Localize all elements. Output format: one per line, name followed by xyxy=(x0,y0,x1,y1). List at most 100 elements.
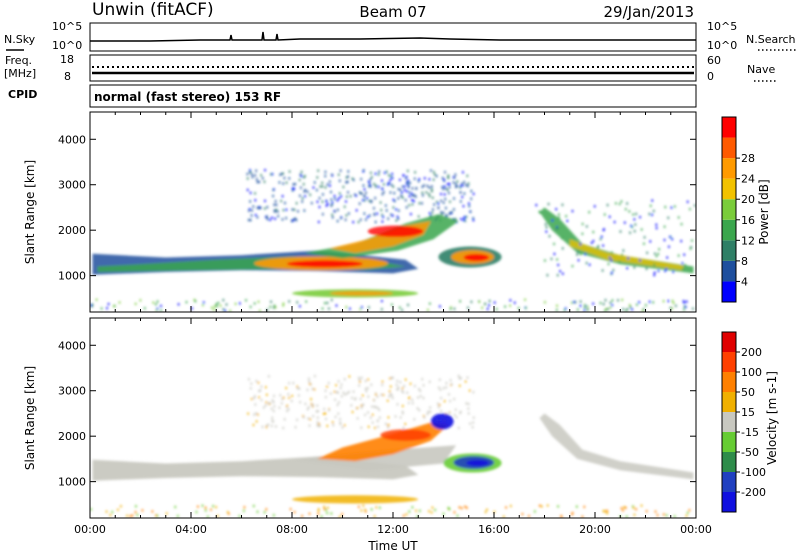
power-scatter xyxy=(334,210,336,213)
power-scatter xyxy=(592,302,594,305)
velocity-scatter xyxy=(471,426,474,429)
power-scatter xyxy=(558,213,560,216)
power-scatter xyxy=(254,192,256,195)
power-scatter xyxy=(421,191,424,194)
power-scatter xyxy=(664,269,666,273)
power-scatter xyxy=(465,183,467,187)
power-scatter xyxy=(281,195,284,198)
power-scatter xyxy=(363,195,366,198)
power-scatter xyxy=(139,299,142,302)
velocity-scatter xyxy=(316,421,319,424)
power-scatter xyxy=(301,197,304,200)
power-scatter xyxy=(626,308,629,311)
power-scatter xyxy=(597,245,600,248)
power-scatter xyxy=(486,307,489,310)
power-scatter xyxy=(581,222,584,226)
velocity-scatter xyxy=(422,384,425,387)
velocity-scatter xyxy=(453,413,456,417)
power-scatter xyxy=(553,252,556,256)
power-scatter xyxy=(378,170,380,173)
power-scatter xyxy=(411,187,414,190)
power-scatter xyxy=(354,193,356,196)
velocity-scatter xyxy=(464,380,467,383)
velocity-scatter xyxy=(380,393,383,396)
power-scatter xyxy=(571,264,574,268)
power-scatter xyxy=(465,215,468,219)
velocity-scatter xyxy=(484,510,487,514)
power-scatter xyxy=(652,301,654,304)
velocity-scatter xyxy=(312,415,314,418)
velocity-scatter xyxy=(330,512,333,515)
power-scatter xyxy=(254,199,257,202)
power-scatter xyxy=(252,205,255,208)
power-scatter xyxy=(107,302,110,306)
velocity-scatter xyxy=(371,405,373,408)
power-scatter xyxy=(266,206,269,209)
power-scatter xyxy=(336,219,339,223)
velocity-positive-small xyxy=(430,413,454,430)
power-scatter xyxy=(453,197,455,200)
velocity-scatter xyxy=(306,408,309,411)
velocity-scatter xyxy=(423,416,426,419)
power-scatter xyxy=(459,184,462,188)
velocity-scatter xyxy=(279,394,282,397)
power-scatter xyxy=(381,220,384,223)
velocity-scatter xyxy=(326,424,329,428)
velocity-scatter xyxy=(422,396,425,400)
power-scatter xyxy=(564,307,567,310)
velocity-scatter xyxy=(271,424,273,428)
power-scatter xyxy=(579,253,582,256)
power-scatter xyxy=(368,180,370,183)
velocity-scatter xyxy=(338,515,341,518)
power-scatter xyxy=(294,182,296,186)
velocity-scatter xyxy=(177,514,179,518)
power-scatter xyxy=(177,303,180,306)
power-scatter xyxy=(629,231,631,234)
power-scatter xyxy=(352,221,355,224)
velocity-scatter xyxy=(606,512,608,515)
power-scatter xyxy=(144,307,146,310)
velocity-scatter xyxy=(338,401,340,404)
velocity-scatter xyxy=(250,397,253,401)
velocity-scatter xyxy=(374,426,376,429)
velocity-scatter xyxy=(90,508,92,511)
velocity-scatter xyxy=(469,422,471,425)
velocity-scatter xyxy=(361,394,364,397)
power-scatter xyxy=(414,195,417,198)
velocity-scatter xyxy=(111,510,114,514)
power-scatter xyxy=(222,299,225,302)
power-scatter xyxy=(401,308,403,312)
power-scatter xyxy=(633,266,636,269)
power-scatter xyxy=(388,174,390,177)
power-scatter xyxy=(652,209,655,213)
power-scatter xyxy=(321,307,324,310)
velocity-scatter xyxy=(360,406,363,409)
power-scatter xyxy=(249,218,252,222)
power-scatter xyxy=(304,189,307,192)
power-scatter xyxy=(455,185,457,189)
velocity-scatter xyxy=(324,389,327,392)
power-scatter xyxy=(449,200,451,203)
power-scatter xyxy=(440,199,442,202)
power-scatter xyxy=(357,220,360,224)
power-scatter xyxy=(238,302,241,305)
velocity-scatter xyxy=(459,384,461,387)
velocity-scatter xyxy=(333,390,336,393)
velocity-scatter xyxy=(341,513,343,516)
power-scatter xyxy=(556,258,558,261)
power-scatter xyxy=(155,303,157,306)
velocity-scatter xyxy=(346,392,349,395)
power-scatter xyxy=(573,300,575,304)
power-scatter xyxy=(681,262,684,265)
velocity-scatter xyxy=(356,417,359,420)
power-scatter xyxy=(646,251,648,254)
power-scatter xyxy=(609,301,612,304)
power-tail-core xyxy=(569,239,684,271)
velocity-scatter xyxy=(472,421,474,424)
velocity-scatter xyxy=(632,505,634,508)
power-scatter xyxy=(219,304,222,307)
velocity-scatter xyxy=(376,406,379,409)
velocity-scatter xyxy=(370,508,373,511)
power-scatter xyxy=(345,306,348,309)
power-scatter xyxy=(609,306,612,309)
